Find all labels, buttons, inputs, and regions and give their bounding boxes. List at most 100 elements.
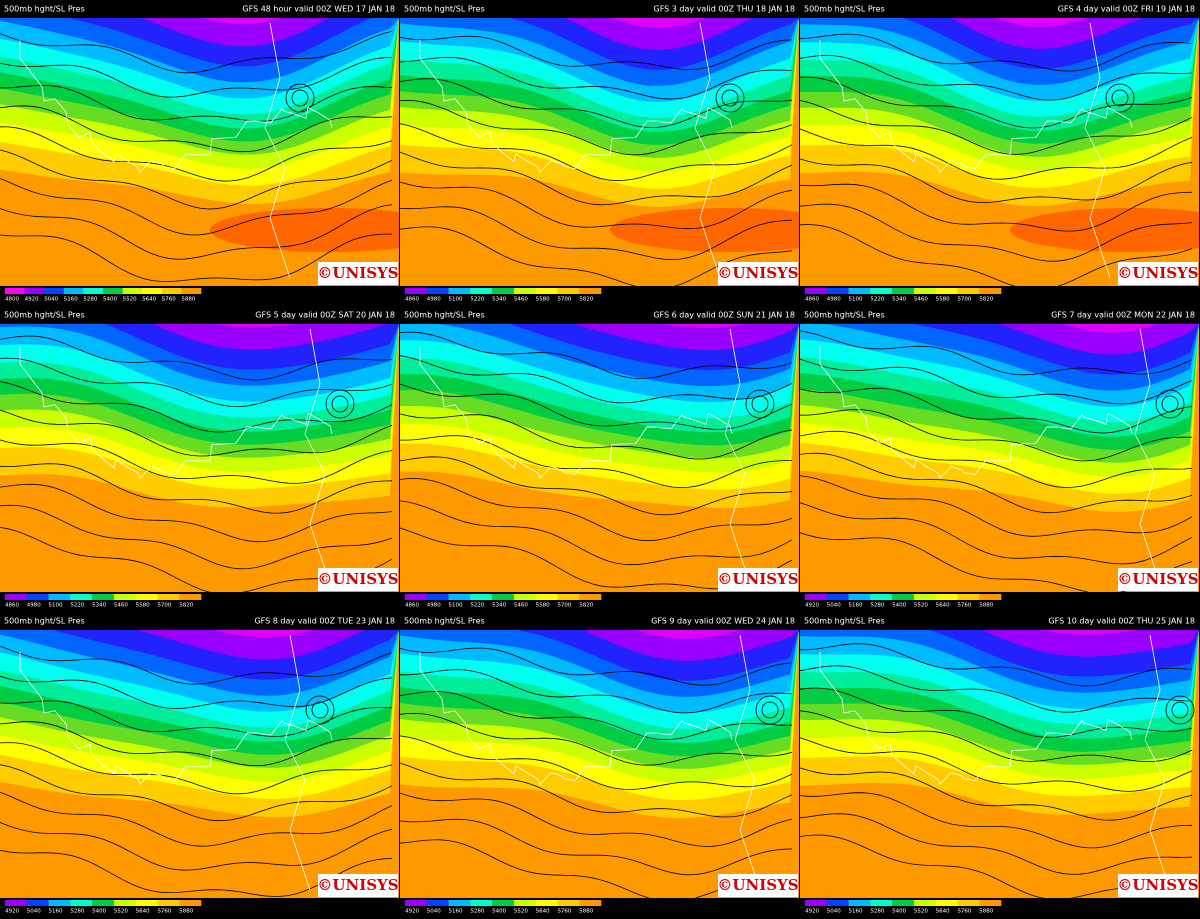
valid-time: GFS 7 day valid 00Z MON 22 JAN 18 [1051,311,1195,320]
scale-swatch [92,900,115,906]
product-label: 500mb hght/SL Pres [804,5,885,14]
coastline [264,22,291,279]
scale-swatch [957,288,980,294]
scale-swatch [426,288,449,294]
product-label: 500mb hght/SL Pres [404,617,485,626]
low-center [305,695,335,725]
low-center [331,395,349,413]
scale-swatch [405,594,428,600]
coastline [284,634,311,891]
pressure-contour [0,742,393,795]
scale-label: 5220 [470,603,484,609]
pressure-contour [0,204,393,260]
scale-swatch [122,288,143,294]
pressure-contour [800,387,1193,434]
scale-swatch [103,288,123,294]
scale-label: 5760 [557,909,571,915]
scale-label: 5760 [957,909,971,915]
low-center [745,389,775,419]
scale-swatch [913,288,936,294]
scale-label: 4860 [405,297,419,303]
pressure-contour [0,721,393,767]
pressure-contour [400,669,793,714]
coastline [19,346,333,479]
forecast-panel: 500mb hght/SL Pres GFS 9 day valid 00Z WE… [400,612,799,917]
scale-label: 5340 [492,603,506,609]
scale-swatch [70,594,93,600]
logo: ©UNISYS [717,570,798,588]
scale-swatch [579,594,602,600]
scale-label: 5640 [936,909,950,915]
pressure-contour [800,224,1193,286]
low-center [1161,395,1179,413]
map-area [800,630,1199,898]
scale-swatch [5,288,25,294]
pressure-contour [0,381,393,433]
low-center [1105,83,1135,113]
scale-label: 5280 [70,909,84,915]
low-center [1171,701,1189,719]
logo: ©UNISYS [317,264,398,282]
scale-label: 5040 [27,909,41,915]
scale-swatch [448,900,471,906]
scale-swatch [26,594,49,600]
low-center [761,701,779,719]
low-center [751,395,769,413]
scale-label: 5760 [162,297,176,303]
scale-label: 5220 [870,297,884,303]
scale-label: 5160 [849,909,863,915]
scale-swatch [579,900,602,906]
map-area [800,18,1199,286]
pressure-contour [400,647,793,686]
scale-swatch [870,288,893,294]
height-band [800,630,1199,657]
logo-box [718,262,798,285]
low-center [1155,389,1185,419]
logo: ©UNISYS [717,876,798,894]
pressure-contour [400,206,793,261]
pressure-contour [0,126,393,182]
pressure-contour [800,475,1193,537]
height-band [0,630,399,660]
scale-swatch [513,594,536,600]
pressure-contour [800,665,1193,713]
scale-label: 5580 [936,297,950,303]
scale-label: 5820 [579,603,593,609]
logo: ©UNISYS [1117,570,1198,588]
scale-label: 5760 [157,909,171,915]
scale-label: 5640 [936,603,950,609]
scale-label: 5520 [514,909,528,915]
pressure-contour [0,791,393,847]
map-area [0,630,399,898]
scale-label: 4920 [805,603,819,609]
low-center [715,83,745,113]
coastline [419,652,733,785]
scale-swatch [470,594,493,600]
scale-swatch [492,288,515,294]
scale-label: 5820 [579,297,593,303]
scale-label: 5880 [979,603,993,609]
scale-swatch [826,900,849,906]
height-band [800,324,1199,333]
scale-swatch [935,900,958,906]
scale-swatch [848,288,871,294]
scale-swatch [157,900,180,906]
scale-swatch [513,288,536,294]
scale-swatch [26,900,49,906]
scale-label: 5520 [914,909,928,915]
scale-label: 5220 [70,603,84,609]
valid-time: GFS 9 day valid 00Z WED 24 JAN 18 [651,617,795,626]
coastline [694,22,721,279]
product-label: 500mb hght/SL Pres [4,5,85,14]
scale-swatch [892,288,915,294]
pressure-contour [400,99,793,156]
scale-label: 5820 [979,297,993,303]
pressure-contour [400,413,793,460]
scale-label: 5100 [49,603,63,609]
pressure-contour [0,57,393,98]
valid-time: GFS 3 day valid 00Z THU 18 JAN 18 [654,5,796,14]
scale-label: 5400 [92,909,106,915]
scale-label: 4860 [405,603,419,609]
logo: ©UNISYS [717,264,798,282]
